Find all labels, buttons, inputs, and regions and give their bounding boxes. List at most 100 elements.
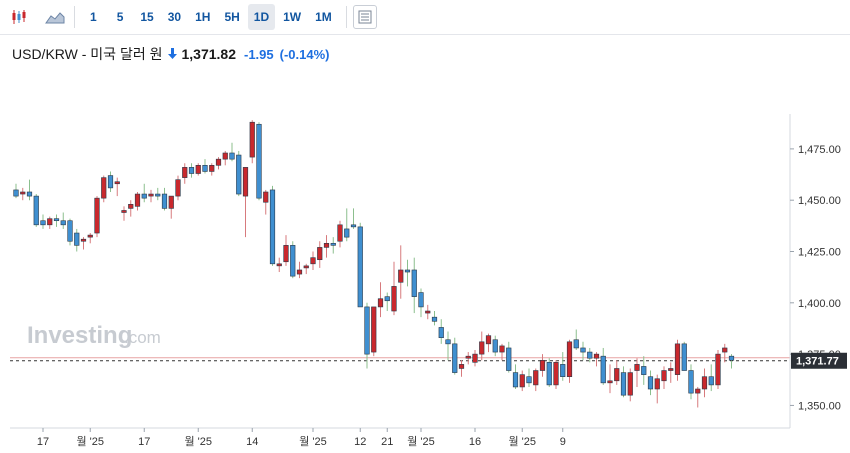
- chart-settings-icon[interactable]: [352, 5, 377, 29]
- candle-body: [539, 359, 546, 371]
- candle: [600, 347, 606, 385]
- candle: [242, 167, 249, 238]
- candle: [492, 335, 498, 357]
- candle: [458, 360, 465, 377]
- candle-body: [195, 165, 201, 174]
- interval-button-1[interactable]: 1: [90, 10, 97, 24]
- candle: [141, 183, 147, 203]
- candle-body: [53, 218, 60, 222]
- candle-body: [323, 242, 330, 248]
- candle: [67, 218, 73, 246]
- candle-body: [688, 370, 694, 394]
- x-tick-label: 월 '25: [508, 435, 536, 448]
- area-chart-icon[interactable]: [42, 4, 68, 30]
- interval-button-1d[interactable]: 1D: [247, 4, 276, 30]
- candle-body: [74, 232, 80, 246]
- candle-body: [283, 245, 289, 263]
- candle: [593, 352, 600, 367]
- candle: [209, 163, 215, 176]
- current-price-tag: 1,371.77: [791, 352, 847, 369]
- y-tick-label: 1,475.00: [798, 144, 841, 156]
- candle-body: [80, 238, 87, 242]
- candle-body: [87, 234, 93, 238]
- instrument-name: USD/KRW - 미국 달러 원: [12, 46, 163, 62]
- candle: [182, 163, 188, 184]
- candle: [33, 194, 39, 227]
- candle-body: [337, 224, 343, 242]
- candle: [121, 206, 127, 221]
- candle: [236, 150, 242, 197]
- interval-button-5[interactable]: 5: [116, 10, 124, 24]
- interval-button-5h[interactable]: 5H: [224, 10, 240, 24]
- interval-button-30[interactable]: 30: [167, 10, 182, 24]
- candle-body: [296, 269, 303, 275]
- candle: [425, 304, 431, 320]
- candle-body: [452, 343, 458, 373]
- candle-body: [519, 374, 525, 388]
- candlestick-chart-icon[interactable]: [6, 4, 32, 30]
- candle: [290, 241, 296, 279]
- candle-body: [242, 167, 249, 197]
- candle: [303, 263, 309, 275]
- candle: [580, 341, 586, 361]
- candle-body: [357, 226, 363, 308]
- candle-body: [148, 193, 154, 197]
- candle-body: [188, 167, 195, 174]
- candle: [161, 187, 168, 211]
- candle-body: [668, 368, 674, 371]
- x-tick-label: 월 '25: [299, 435, 327, 448]
- candle-body: [161, 193, 168, 209]
- interval-button-15[interactable]: 15: [140, 10, 154, 24]
- interval-button-1h[interactable]: 1H: [195, 10, 211, 24]
- candle-body: [310, 257, 316, 265]
- candle-body: [546, 362, 552, 386]
- candle: [566, 339, 573, 383]
- candle: [533, 368, 539, 392]
- candle-body: [695, 388, 701, 394]
- candle: [674, 339, 681, 381]
- candle: [627, 368, 633, 402]
- candle: [668, 362, 674, 383]
- candle: [256, 122, 262, 201]
- candle-body: [708, 376, 714, 386]
- candle: [728, 354, 735, 369]
- interval-button-1m[interactable]: 1M: [315, 10, 332, 24]
- interval-selector: 1 5 15 30 1H 5H 1D 1W 1M: [81, 4, 340, 30]
- candle-body: [425, 310, 431, 314]
- toolbar-divider: [345, 6, 347, 28]
- candle-body: [404, 269, 411, 273]
- candle-body: [573, 339, 579, 349]
- candle: [445, 331, 451, 361]
- candle: [539, 354, 546, 377]
- chart-toolbar: 1 5 15 30 1H 5H 1D 1W 1M: [0, 0, 850, 35]
- last-price: 1,371.82: [181, 46, 236, 62]
- candle: [647, 370, 654, 396]
- candle: [344, 208, 350, 242]
- candle-body: [391, 286, 397, 312]
- candle: [371, 306, 377, 357]
- candle: [350, 208, 357, 229]
- candle: [384, 292, 390, 312]
- candle-body: [317, 247, 323, 261]
- candle-body: [229, 152, 235, 160]
- candle: [148, 189, 154, 203]
- candle: [681, 341, 687, 371]
- candle-body: [661, 370, 667, 382]
- candle: [614, 360, 620, 385]
- candle: [283, 235, 289, 266]
- candle: [229, 142, 235, 162]
- candle-body: [182, 167, 188, 178]
- candle-body: [155, 193, 161, 197]
- investing-watermark: Investing .com: [27, 322, 161, 349]
- interval-button-1w[interactable]: 1W: [283, 10, 302, 24]
- down-arrow-icon: [168, 46, 178, 62]
- candle: [249, 120, 255, 164]
- x-tick-label: 월 '25: [76, 435, 104, 448]
- candle: [168, 195, 174, 219]
- candle-body: [26, 191, 33, 197]
- candle: [263, 189, 269, 215]
- quote-header: USD/KRW - 미국 달러 원 1,371.82 -1.95 (-0.14%…: [12, 44, 329, 64]
- candle-body: [121, 210, 127, 213]
- candle-body: [647, 376, 654, 390]
